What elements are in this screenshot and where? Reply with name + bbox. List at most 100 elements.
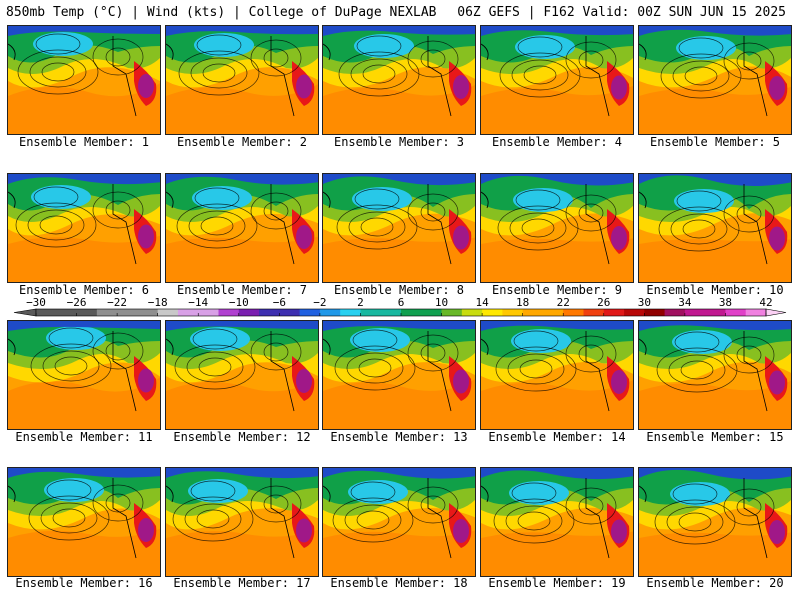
member-map-17 <box>165 467 319 577</box>
member-map-15 <box>638 320 792 430</box>
colorbar-swatch <box>725 309 747 316</box>
colorbar-swatch <box>705 309 726 316</box>
colorbar-tick-label: 18 <box>516 296 529 309</box>
colorbar-tick-label: −14 <box>188 296 208 309</box>
temperature-map <box>166 468 318 576</box>
colorbar-swatch <box>137 309 159 316</box>
member-label-13: Ensemble Member: 13 <box>330 430 468 444</box>
colorbar-swatch <box>360 309 382 316</box>
member-label-17: Ensemble Member: 17 <box>173 576 311 590</box>
colorbar-swatch <box>56 309 77 316</box>
member-label-16: Ensemble Member: 16 <box>15 576 153 590</box>
colorbar-tick-label: 38 <box>719 296 732 309</box>
member-label-19: Ensemble Member: 19 <box>488 576 626 590</box>
colorbar-swatch <box>563 309 584 316</box>
colorbar-swatch <box>279 309 301 316</box>
temperature-colorbar: −30 −26 −22 −18 −14 −10 −6 −2 2 6 10 14 18 22 26 30 34 38… <box>13 296 787 317</box>
temperature-map <box>481 321 633 429</box>
colorbar-tick-label: −30 <box>26 296 46 309</box>
colorbar-min-arrow <box>13 308 37 317</box>
member-label-14: Ensemble Member: 14 <box>488 430 626 444</box>
colorbar-swatch <box>542 309 564 316</box>
temperature-map <box>639 321 791 429</box>
member-label-11: Ensemble Member: 11 <box>15 430 153 444</box>
member-label-5: Ensemble Member: 5 <box>649 135 781 149</box>
colorbar-swatch <box>664 309 686 316</box>
colorbar-swatch <box>624 309 645 316</box>
temperature-map <box>8 321 160 429</box>
colorbar-swatch <box>238 309 260 316</box>
colorbar-swatch <box>421 309 442 316</box>
colorbar-swatch <box>319 309 341 316</box>
member-label-2: Ensemble Member: 2 <box>176 135 308 149</box>
colorbar-tick-label: 14 <box>475 296 489 309</box>
member-map-16 <box>7 467 161 577</box>
temperature-map <box>323 26 475 134</box>
colorbar-swatch <box>522 309 544 316</box>
member-label-9: Ensemble Member: 9 <box>491 283 623 297</box>
member-label-10: Ensemble Member: 10 <box>646 283 784 297</box>
colorbar-swatch <box>36 309 57 316</box>
colorbar-tick-label: −2 <box>313 296 326 309</box>
colorbar-swatch <box>583 309 605 316</box>
member-map-1 <box>7 25 161 135</box>
member-label-18: Ensemble Member: 18 <box>330 576 468 590</box>
member-map-9 <box>480 173 634 283</box>
temperature-map <box>166 26 318 134</box>
member-map-14 <box>480 320 634 430</box>
colorbar-swatch <box>177 309 199 316</box>
colorbar-tick-label: −22 <box>107 296 127 309</box>
temperature-map <box>166 174 318 282</box>
colorbar-tick-label: −26 <box>67 296 87 309</box>
colorbar-swatch <box>745 309 767 316</box>
colorbar-swatch <box>461 309 483 316</box>
colorbar-tick-label: 26 <box>597 296 610 309</box>
member-map-20 <box>638 467 792 577</box>
colorbar-swatch <box>198 309 219 316</box>
colorbar-swatch <box>644 309 666 316</box>
colorbar-swatch <box>76 309 98 316</box>
temperature-map <box>323 468 475 576</box>
colorbar-tick-label: −6 <box>273 296 286 309</box>
member-label-4: Ensemble Member: 4 <box>491 135 623 149</box>
member-label-6: Ensemble Member: 6 <box>18 283 150 297</box>
colorbar-swatch <box>259 309 280 316</box>
colorbar-swatch <box>340 309 361 316</box>
member-map-11 <box>7 320 161 430</box>
temperature-map <box>8 26 160 134</box>
member-label-12: Ensemble Member: 12 <box>173 430 311 444</box>
temperature-map <box>8 174 160 282</box>
member-map-4 <box>480 25 634 135</box>
colorbar-tick-label: 10 <box>435 296 448 309</box>
temperature-map <box>481 174 633 282</box>
colorbar-swatch <box>603 309 625 316</box>
member-label-7: Ensemble Member: 7 <box>176 283 308 297</box>
colorbar-swatch <box>117 309 138 316</box>
temperature-map <box>639 26 791 134</box>
colorbar-swatch <box>96 309 118 316</box>
member-label-3: Ensemble Member: 3 <box>333 135 465 149</box>
member-label-15: Ensemble Member: 15 <box>646 430 784 444</box>
member-map-12 <box>165 320 319 430</box>
member-map-3 <box>322 25 476 135</box>
colorbar-tick-label: 2 <box>357 296 364 309</box>
colorbar-swatch <box>157 309 179 316</box>
member-map-19 <box>480 467 634 577</box>
member-label-1: Ensemble Member: 1 <box>18 135 150 149</box>
colorbar-swatch <box>401 309 422 316</box>
header-title: 850mb Temp (°C) | Wind (kts) | College o… <box>6 5 437 20</box>
member-map-18 <box>322 467 476 577</box>
colorbar-tick-label: 6 <box>398 296 405 309</box>
colorbar-swatch <box>218 309 240 316</box>
member-map-6 <box>7 173 161 283</box>
colorbar-swatch <box>482 309 503 316</box>
temperature-map <box>639 468 791 576</box>
colorbar-tick-label: 30 <box>638 296 651 309</box>
member-map-7 <box>165 173 319 283</box>
colorbar-tick-label: 42 <box>759 296 772 309</box>
header-valid-time: 06Z GEFS | F162 Valid: 00Z SUN JUN 15 20… <box>457 5 786 20</box>
colorbar-max-arrow <box>765 308 787 317</box>
member-map-8 <box>322 173 476 283</box>
colorbar-swatch <box>299 309 321 316</box>
colorbar-tick-label: 34 <box>678 296 692 309</box>
